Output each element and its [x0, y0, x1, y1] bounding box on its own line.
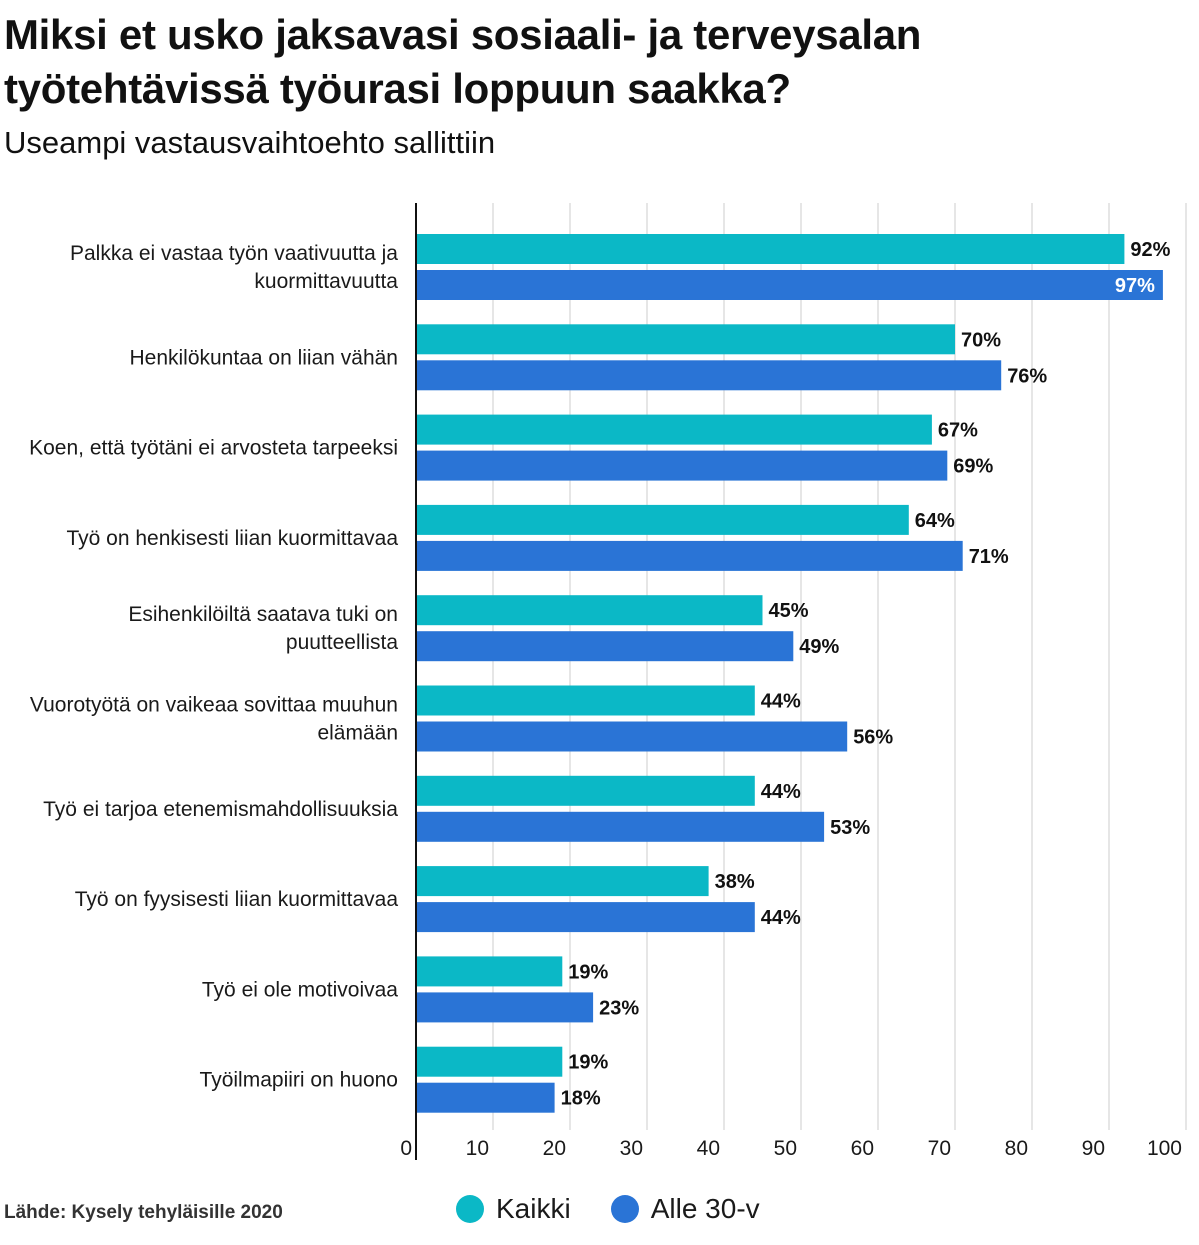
bar-alle-30-4	[416, 631, 794, 662]
bar-alle-30-5	[416, 721, 848, 752]
chart-subtitle: Useampi vastausvaihtoehto sallittiin	[4, 125, 496, 160]
x-tick-label-40: 40	[697, 1137, 720, 1160]
gridlines	[492, 203, 1187, 1130]
category-label-9: Työilmapiiri on huono	[200, 1069, 398, 1092]
value-label-kaikki-5: 44%	[761, 691, 801, 713]
source-note: Lähde: Kysely tehyläisille 2020	[4, 1202, 283, 1223]
category-label-line: Koen, että työtäni ei arvosteta tarpeeks…	[29, 437, 398, 460]
bar-alle-30-3	[416, 540, 963, 571]
x-tick-label-10: 10	[466, 1137, 489, 1160]
legend-swatch-alle-30	[610, 1195, 639, 1223]
legend: Kaikki Alle 30-v	[456, 1193, 800, 1225]
value-label-alle-30-3: 71%	[969, 546, 1009, 568]
category-label-4: Esihenkilöiltä saatava tuki on puutteelli…	[128, 603, 398, 654]
value-label-alle-30-9: 18%	[561, 1088, 601, 1110]
value-label-alle-30-0: 97%	[1115, 275, 1155, 297]
category-label-line: Työ on henkisesti liian kuormittavaa	[67, 527, 399, 550]
x-tick-label-90: 90	[1082, 1137, 1105, 1160]
category-label-3: Työ on henkisesti liian kuormittavaa	[67, 527, 399, 550]
bar-kaikki-4	[416, 595, 763, 626]
bar-kaikki-2	[416, 414, 932, 445]
category-label-1: Henkilökuntaa on liian vähän	[129, 346, 398, 369]
category-label-line: kuormittavuutta	[254, 270, 398, 293]
bars	[416, 234, 1163, 1113]
value-label-alle-30-1: 76%	[1007, 365, 1047, 387]
category-label-line: elämään	[317, 722, 398, 745]
category-label-line: Henkilökuntaa on liian vähän	[129, 346, 398, 369]
category-label-2: Koen, että työtäni ei arvosteta tarpeeks…	[29, 437, 398, 460]
value-labels: 92% 97% 70% 76% 67% 69% 64% 71% 45% 49% 44% 56% 44% 5…	[561, 239, 1171, 1110]
bar-alle-30-7	[416, 902, 755, 933]
value-label-alle-30-7: 44%	[761, 907, 801, 929]
bar-kaikki-6	[416, 775, 755, 806]
bar-kaikki-3	[416, 504, 909, 535]
bar-alle-30-6	[416, 811, 825, 842]
value-label-alle-30-5: 56%	[853, 727, 893, 749]
value-label-kaikki-1: 70%	[961, 329, 1001, 351]
x-tick-label-80: 80	[1005, 1137, 1028, 1160]
bar-alle-30-0	[416, 270, 1163, 300]
x-tick-label-0: 0	[400, 1137, 412, 1160]
category-label-7: Työ on fyysisesti liian kuormittavaa	[75, 888, 399, 911]
value-label-kaikki-4: 45%	[769, 600, 809, 622]
bar-kaikki-9	[416, 1046, 563, 1077]
bar-kaikki-7	[416, 866, 709, 897]
category-label-5: Vuorotyötä on vaikeaa sovittaa muuhun elä…	[30, 694, 398, 745]
x-tick-label-50: 50	[774, 1137, 797, 1160]
category-label-line: Palkka ei vastaa työn vaativuutta ja	[70, 242, 398, 265]
value-label-alle-30-2: 69%	[953, 456, 993, 478]
value-label-alle-30-6: 53%	[830, 817, 870, 839]
x-tick-label-20: 20	[543, 1137, 566, 1160]
category-label-line: Työ ei tarjoa etenemismahdollisuuksia	[43, 798, 398, 821]
value-label-kaikki-0: 92%	[1130, 239, 1170, 261]
category-label-line: Työ on fyysisesti liian kuormittavaa	[75, 888, 399, 911]
value-label-kaikki-2: 67%	[938, 420, 978, 442]
category-label-0: Palkka ei vastaa työn vaativuutta ja kuor…	[70, 242, 398, 293]
value-label-kaikki-3: 64%	[915, 510, 955, 532]
category-label-8: Työ ei ole motivoivaa	[202, 978, 398, 1001]
value-label-kaikki-7: 38%	[715, 871, 755, 893]
bar-kaikki-5	[416, 685, 755, 716]
chart-title: Miksi et usko jaksavasi sosiaali- ja ter…	[4, 11, 922, 112]
legend-item-kaikki: Kaikki	[456, 1193, 571, 1225]
category-label-line: Vuorotyötä on vaikeaa sovittaa muuhun	[30, 694, 398, 717]
bar-alle-30-2	[416, 450, 948, 481]
x-tick-label-100: 100	[1147, 1137, 1182, 1160]
x-tick-label-30: 30	[620, 1137, 643, 1160]
category-label-line: Esihenkilöiltä saatava tuki on	[128, 603, 398, 626]
bar-alle-30-9	[416, 1082, 555, 1113]
value-label-alle-30-4: 49%	[799, 636, 839, 658]
legend-swatch-kaikki	[456, 1195, 484, 1223]
bar-kaikki-0	[416, 234, 1125, 264]
value-label-kaikki-6: 44%	[761, 781, 801, 803]
x-tick-label-60: 60	[851, 1137, 874, 1160]
legend-label-kaikki: Kaikki	[496, 1193, 571, 1224]
bar-alle-30-8	[416, 992, 594, 1023]
legend-item-alle-30: Alle 30-v	[610, 1193, 760, 1225]
legend-label-alle-30: Alle 30-v	[650, 1193, 760, 1224]
x-axis-ticks: 0 10 20 30 40 50 60 70 80 90 100	[400, 1137, 1182, 1160]
bar-kaikki-8	[416, 956, 563, 987]
value-label-alle-30-8: 23%	[599, 997, 639, 1019]
category-label-line: Työilmapiiri on huono	[200, 1069, 398, 1092]
category-label-6: Työ ei tarjoa etenemismahdollisuuksia	[43, 798, 398, 821]
category-label-line: Työ ei ole motivoivaa	[202, 978, 398, 1001]
bar-alle-30-1	[416, 360, 1002, 391]
value-label-kaikki-9: 19%	[568, 1052, 608, 1074]
bar-kaikki-1	[416, 324, 955, 355]
value-label-kaikki-8: 19%	[568, 961, 608, 983]
x-tick-label-70: 70	[928, 1137, 951, 1160]
category-label-line: puutteellista	[286, 631, 398, 654]
category-labels: Palkka ei vastaa työn vaativuutta ja kuor…	[29, 242, 398, 1092]
